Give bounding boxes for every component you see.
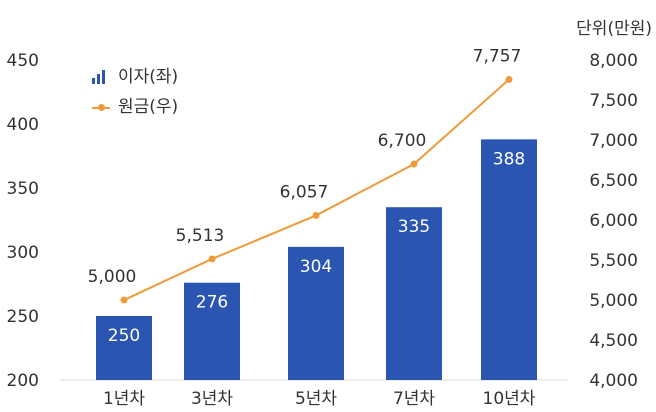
y-right-tick-label: 4,000 bbox=[589, 371, 638, 391]
bar-value-label: 250 bbox=[108, 326, 140, 346]
x-tick-label: 10년차 bbox=[483, 389, 536, 409]
bar bbox=[481, 139, 537, 380]
bar bbox=[96, 316, 152, 380]
line-value-label: 6,700 bbox=[378, 131, 427, 151]
x-tick-label: 1년차 bbox=[103, 389, 145, 409]
line-point bbox=[208, 255, 216, 263]
x-tick-label: 3년차 bbox=[191, 389, 233, 409]
line-marker-icon bbox=[92, 100, 110, 114]
legend-item-interest: 이자(좌) bbox=[92, 62, 178, 92]
bar-value-label: 304 bbox=[300, 257, 332, 277]
x-tick-label: 7년차 bbox=[393, 389, 435, 409]
bar bbox=[288, 246, 344, 380]
bar-chart-icon bbox=[92, 70, 110, 84]
line-point bbox=[120, 296, 128, 304]
line-point bbox=[312, 211, 320, 219]
bar-value-label: 388 bbox=[493, 149, 525, 169]
line-point bbox=[410, 160, 418, 168]
y-left-tick-label: 350 bbox=[7, 179, 39, 199]
legend: 이자(좌) 원금(우) bbox=[92, 62, 178, 122]
y-left-tick-label: 300 bbox=[7, 243, 39, 263]
line-value-label: 6,057 bbox=[280, 182, 329, 202]
unit-label: 단위(만원) bbox=[576, 19, 652, 39]
line-value-label: 7,757 bbox=[473, 46, 522, 66]
x-tick-label: 5년차 bbox=[295, 389, 337, 409]
legend-item-principal: 원금(우) bbox=[92, 92, 178, 122]
legend-label-interest: 이자(좌) bbox=[118, 67, 179, 87]
bar bbox=[184, 282, 240, 380]
y-right-tick-label: 4,500 bbox=[589, 331, 638, 351]
legend-label-principal: 원금(우) bbox=[118, 97, 179, 117]
y-left-tick-label: 400 bbox=[7, 115, 39, 135]
line-value-label: 5,513 bbox=[176, 226, 225, 246]
bar-value-label: 335 bbox=[398, 217, 430, 237]
y-right-tick-label: 6,000 bbox=[589, 211, 638, 231]
y-left-tick-label: 200 bbox=[7, 371, 39, 391]
y-right-tick-label: 5,000 bbox=[589, 291, 638, 311]
y-left-tick-label: 450 bbox=[7, 51, 39, 71]
y-right-tick-label: 7,000 bbox=[589, 131, 638, 151]
line-point bbox=[505, 75, 513, 83]
y-right-tick-label: 6,500 bbox=[589, 171, 638, 191]
y-right-tick-label: 7,500 bbox=[589, 91, 638, 111]
bar-value-label: 276 bbox=[196, 293, 228, 313]
line-value-label: 5,000 bbox=[88, 267, 137, 287]
bar bbox=[386, 207, 442, 380]
y-right-tick-label: 8,000 bbox=[589, 51, 638, 71]
y-right-tick-label: 5,500 bbox=[589, 251, 638, 271]
y-left-tick-label: 250 bbox=[7, 307, 39, 327]
